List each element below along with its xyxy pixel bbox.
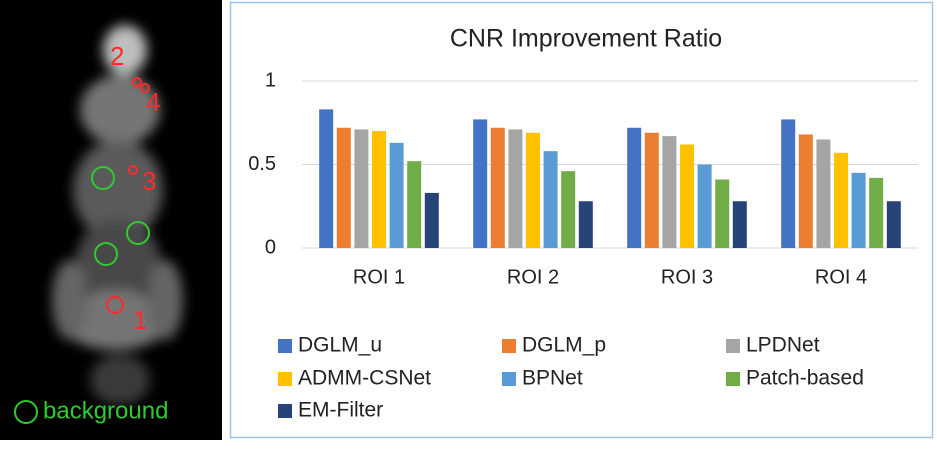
roi-label: 2	[110, 41, 124, 71]
legend-label: EM-Filter	[298, 399, 383, 422]
bar	[715, 179, 730, 248]
bar	[627, 127, 642, 248]
legend-swatch	[502, 372, 516, 386]
legend-swatch	[502, 339, 516, 353]
bar	[644, 132, 659, 248]
bar	[354, 129, 369, 248]
legend-label: BPNet	[522, 367, 583, 390]
bar	[798, 134, 813, 248]
bar	[389, 142, 404, 248]
legend-swatch	[278, 404, 292, 418]
chart-title: CNR Improvement Ratio	[450, 25, 722, 53]
bar	[561, 171, 576, 248]
legend-label: DGLM_p	[522, 334, 606, 357]
bar	[424, 192, 439, 248]
x-tick-label: ROI 1	[353, 266, 405, 288]
bar	[407, 161, 422, 248]
bar	[869, 177, 884, 248]
roi-label: 3	[142, 166, 156, 196]
bar	[473, 119, 488, 248]
y-tick-label: 0.5	[248, 153, 276, 175]
legend-swatch	[278, 339, 292, 353]
legend-swatch	[726, 372, 740, 386]
bar	[732, 201, 747, 248]
roi-label: 1	[133, 305, 147, 335]
x-tick-label: ROI 2	[507, 266, 559, 288]
x-tick-label: ROI 4	[815, 266, 867, 288]
bar	[886, 201, 901, 248]
bar	[372, 131, 386, 248]
bar	[781, 119, 796, 248]
legend-swatch	[726, 339, 740, 353]
y-tick-label: 0	[265, 236, 276, 258]
bar	[851, 172, 866, 248]
bar	[834, 152, 848, 248]
bar	[319, 109, 334, 248]
bar	[526, 132, 540, 248]
x-tick-label: ROI 3	[661, 266, 713, 288]
legend-swatch	[278, 372, 292, 386]
bar	[697, 164, 712, 248]
y-tick-label: 1	[265, 69, 276, 91]
bar	[680, 144, 694, 248]
roi-label: 4	[146, 87, 160, 117]
bar	[508, 129, 523, 248]
legend-label: ADMM-CSNet	[298, 367, 431, 390]
bar	[543, 151, 558, 248]
bar	[336, 127, 351, 248]
legend-label: DGLM_u	[298, 334, 382, 357]
bar	[662, 136, 677, 248]
legend-label: Patch-based	[746, 367, 864, 390]
bar	[490, 127, 505, 248]
legend-label: LPDNet	[746, 334, 820, 357]
background-legend: background	[43, 397, 168, 424]
mouse-image: 1 2 3 4 background	[0, 0, 222, 440]
bar	[578, 201, 593, 248]
bar	[816, 139, 831, 248]
